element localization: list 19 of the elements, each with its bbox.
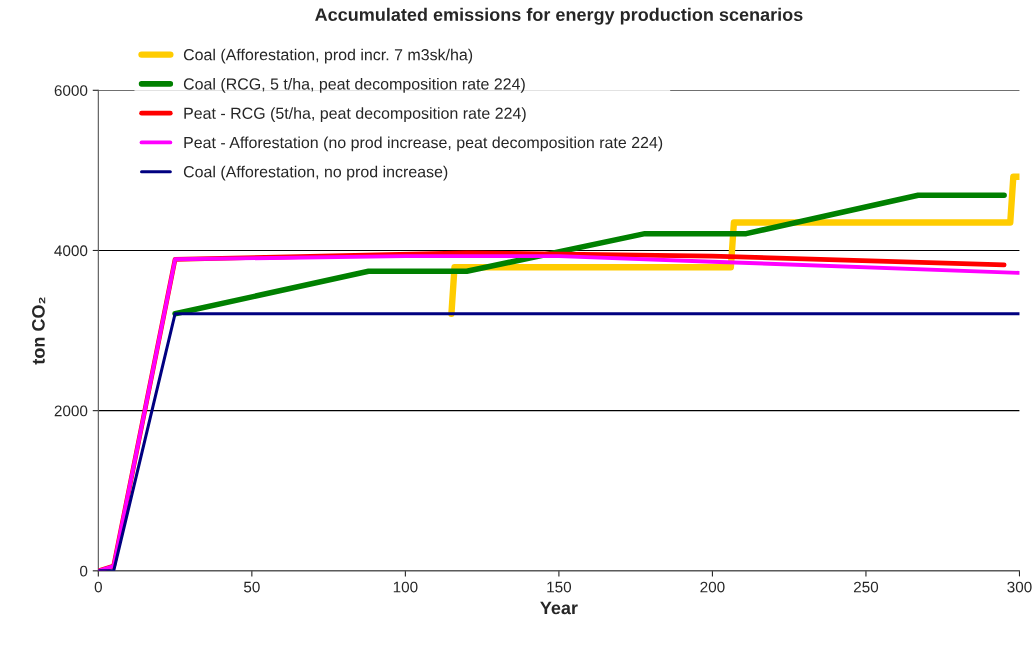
x-tick-label: 50 [243,581,260,593]
legend-label: Coal (RCG, 5 t/ha, peat decomposition rate 224) [183,77,525,93]
x-axis-title: Year [540,601,578,615]
legend-label: Peat - RCG (5t/ha, peat decomposition rate 224) [184,107,526,123]
legend-label: Coal (Afforestation, prod incr. 7 m3sk/ha) [183,48,473,64]
y-tick-label: 6000 [54,85,88,96]
y-axis-title: ton CO₂ [32,297,46,365]
x-tick-label: 100 [393,581,418,593]
x-tick-label: 250 [853,581,879,593]
x-tick-label: 0 [94,581,102,593]
chart-title: Accumulated emissions for energy production scenarios [315,7,803,25]
legend-label: Coal (Afforestation, no prod increase) [183,165,448,181]
y-tick-label: 0 [80,565,88,577]
legend-label: Peat - Afforestation (no prod increase, peat decomposition rate 224) [184,136,663,152]
x-tick-label: 200 [700,581,725,593]
y-tick-label: 2000 [54,405,88,417]
x-tick-label: 150 [547,581,572,593]
x-tick-label: 300 [1007,581,1032,593]
y-tick-label: 4000 [54,245,88,257]
